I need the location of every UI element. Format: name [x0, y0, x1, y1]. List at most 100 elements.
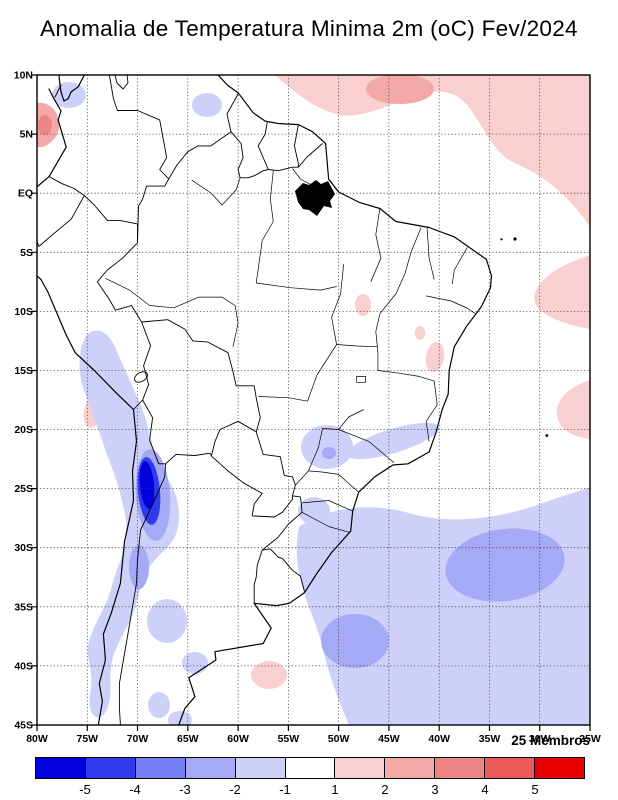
- state-distrito-federal: [356, 376, 367, 383]
- border-colombia-brazil: [137, 178, 170, 243]
- state-amazonas-para: [255, 170, 274, 284]
- coastline: [37, 75, 493, 725]
- coastline-caribbean: [58, 75, 85, 102]
- state-ms-parana-river: [295, 428, 323, 486]
- y-axis-label: 5N: [20, 129, 33, 141]
- y-axis-label: 5S: [20, 247, 33, 259]
- anomaly-bahia-coast: [425, 342, 445, 372]
- anomaly-tocantins-spot: [355, 294, 371, 316]
- state-piaui-ceara: [426, 227, 435, 280]
- colorbar-segment: [36, 758, 86, 778]
- x-axis-label: 80W: [26, 733, 48, 745]
- colorbar-tick-label: 5: [531, 782, 539, 797]
- anomaly-ne-brazil-ocean: [534, 255, 590, 329]
- border-guyana-suriname: [257, 122, 269, 170]
- coastline-pacific: [37, 88, 138, 725]
- state-matogrosso-goias: [307, 344, 337, 402]
- coastline-maracaibo: [114, 75, 129, 90]
- state-goias-minas: [338, 409, 364, 430]
- colorbar-segment: [435, 758, 486, 778]
- colorbar-tick-label: -1: [279, 782, 291, 797]
- anomaly-south-atlantic-core-east: [445, 528, 565, 602]
- state-borders: [105, 168, 476, 533]
- plot-title: Anomalia de Temperatura Minima 2m (oC) F…: [40, 16, 578, 41]
- state-parana-santacatarina: [302, 500, 353, 512]
- border-peru-bolivia: [141, 321, 152, 401]
- x-axis-label: 25W: [579, 733, 601, 745]
- state-maranhao-piaui: [379, 227, 422, 314]
- border-colombia-peru: [83, 195, 138, 243]
- state-goias-tocantins: [336, 344, 378, 348]
- state-rondonia: [173, 296, 239, 347]
- border-argentina-uruguay: [253, 549, 263, 604]
- anomaly-south-atlantic-warm-spot: [251, 661, 287, 689]
- colorbar-segment: [285, 758, 336, 778]
- border-bolivia-brazil: [141, 319, 261, 433]
- y-axis-label: 25S: [14, 483, 33, 495]
- state-saopaulo-parana: [308, 470, 359, 493]
- country-borders: [37, 75, 323, 725]
- state-acre-amazonas: [105, 277, 174, 309]
- border-bolivia-paraguay: [210, 420, 257, 457]
- state-minas-espirito: [425, 404, 438, 442]
- x-axis-label: 70W: [127, 733, 149, 745]
- x-axis-label: 30W: [529, 733, 551, 745]
- ensemble-members-label: 25 Membros: [511, 733, 590, 748]
- state-para-maranhao: [370, 208, 382, 282]
- coastline-panama-border: [54, 84, 62, 98]
- colorbar-segment: [235, 758, 286, 778]
- border-venezuela-brazil: [168, 131, 232, 180]
- anomaly-shading: [37, 75, 590, 725]
- state-matogrosso-ms: [258, 396, 308, 402]
- anomaly-argentina-2: [182, 652, 208, 674]
- state-bahia-west: [375, 313, 381, 371]
- colorbar-segment: [335, 758, 386, 778]
- colorbar-tick-label: -5: [79, 782, 91, 797]
- state-pernambuco-bahia: [426, 295, 476, 314]
- y-axis-label: 10N: [14, 70, 33, 82]
- anomaly-se-brazil-core: [322, 447, 336, 459]
- colorbar: [35, 757, 585, 779]
- island-rocas: [500, 238, 503, 241]
- anomaly-andes-core: [139, 461, 155, 509]
- colorbar-segment: [385, 758, 436, 778]
- border-bolivia-argentina: [165, 452, 212, 465]
- anomaly-venezuela: [192, 93, 222, 117]
- x-axis-label: 65W: [177, 733, 199, 745]
- anomaly-south-atlantic: [296, 487, 590, 725]
- colorbar-tick-label: 4: [481, 782, 489, 797]
- border-frguiana-brazil: [298, 143, 323, 168]
- state-ceara-paraiba: [451, 247, 468, 285]
- colorbar-segment: [185, 758, 236, 778]
- anomaly-south-atlantic-core-west: [321, 614, 389, 668]
- colorbar-tick-label: 1: [331, 782, 339, 797]
- state-bahia-minas: [377, 370, 438, 405]
- anomaly-andes-band: [79, 330, 179, 718]
- y-axis-label: 20S: [14, 424, 33, 436]
- x-axis-label: 40W: [428, 733, 450, 745]
- state-matogrosso-para: [256, 282, 337, 291]
- border-chile-bolivia: [142, 399, 166, 465]
- colorbar-tick-label: -2: [229, 782, 241, 797]
- anomaly-se-brazil: [301, 425, 353, 469]
- border-ecuador-peru: [37, 195, 85, 247]
- state-santacatarina-rs: [301, 511, 350, 533]
- plot-frame: [36, 74, 591, 726]
- y-axis-label: 15S: [14, 365, 33, 377]
- border-peru-chile: [133, 399, 143, 410]
- state-amapa: [292, 168, 320, 199]
- y-axis-label: 45S: [14, 720, 33, 732]
- colorbar-segment: [85, 758, 136, 778]
- border-uruguay-brazil: [262, 548, 305, 592]
- anomaly-se-brazil-offshore: [346, 422, 440, 460]
- border-suriname-brazil: [268, 166, 299, 172]
- x-axis-label: 35W: [479, 733, 501, 745]
- colorbar-segment: [135, 758, 186, 778]
- y-axis-labels: 10N 5N EQ 5S 10S 15S 20S 25S 30S 35S 40S…: [14, 70, 33, 732]
- border-peru-brazil: [96, 242, 142, 323]
- coastline-atlantic: [178, 75, 493, 725]
- border-paraguay-argentina: [211, 455, 293, 518]
- border-venezuela-guyana: [226, 93, 239, 132]
- state-saopaulo-minas: [322, 428, 395, 463]
